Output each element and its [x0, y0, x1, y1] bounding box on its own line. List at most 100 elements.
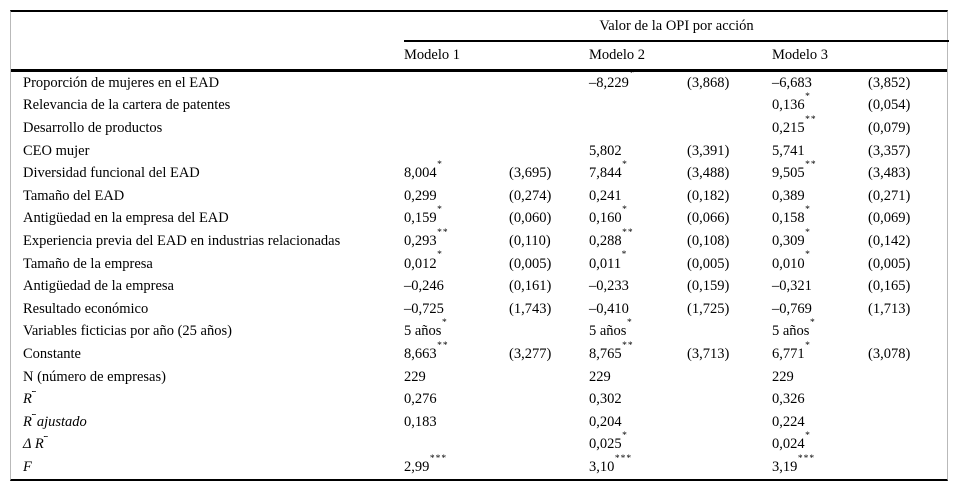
- row-label: Relevancia de la cartera de patentes: [23, 97, 231, 114]
- coef-cell-m3: 6,771*: [772, 340, 811, 362]
- coef-cell-m3: –0,769: [772, 300, 812, 317]
- row-label: Experiencia previa del EAD en industrias…: [23, 232, 341, 249]
- significance-stars: *: [437, 250, 443, 261]
- se-cell-m1: (0,161): [509, 278, 552, 295]
- coef-cell-m1: 5 años*: [404, 318, 448, 340]
- spanner-row: Valor de la OPI por acción: [11, 12, 949, 42]
- regression-table: Valor de la OPI por acción Modelo 1 Model…: [10, 10, 949, 481]
- table-row: Δ R2 0,025* 0,024*: [11, 430, 947, 457]
- se-cell-m2: (3,868): [687, 74, 730, 91]
- coef-cell-m3: –6,683: [772, 74, 812, 91]
- table-row: Desarrollo de productos 0,215** (0,079): [11, 114, 947, 140]
- significance-stars: *: [437, 159, 443, 170]
- se-cell-m1: (0,274): [509, 187, 552, 204]
- se-cell-m1: (3,277): [509, 345, 552, 362]
- coef-cell-m2: 0,204: [589, 413, 622, 430]
- table-row: Tamaño de la empresa 0,012* (0,005) 0,011* (…: [11, 250, 947, 276]
- coef-cell-m2: 229: [589, 368, 611, 385]
- significance-stars: **: [805, 114, 817, 125]
- row-label: R2: [11, 391, 404, 408]
- coef-cell-m1: –0,246: [404, 278, 444, 295]
- significance-stars: *: [622, 205, 628, 216]
- model-header-spacer: [11, 42, 404, 69]
- table-row: Experiencia previa del EAD en industrias…: [11, 227, 947, 253]
- model-header-2: Modelo 2: [589, 47, 645, 63]
- significance-stars: *: [805, 430, 811, 441]
- se-cell-m3: (1,713): [868, 300, 911, 317]
- superscript-2: 2: [32, 414, 37, 418]
- coef-cell-m2: –8,229*: [589, 69, 636, 91]
- row-label: N (número de empresas): [23, 368, 166, 385]
- significance-stars: **: [805, 159, 817, 170]
- coef-cell-m1: 0,299: [404, 187, 437, 204]
- superscript-2: 2: [44, 436, 49, 440]
- significance-stars: *: [621, 250, 628, 261]
- model-header-3: Modelo 3: [772, 47, 828, 63]
- significance-stars: *: [437, 205, 443, 216]
- se-cell-m1: (0,005): [509, 255, 552, 272]
- coef-cell-m3: 0,215**: [772, 114, 817, 136]
- row-label: Proporción de mujeres en el EAD: [23, 74, 220, 91]
- significance-stars: *: [626, 318, 633, 328]
- spanner-spacer: [11, 12, 404, 42]
- coef-cell-m3: 0,158*: [772, 205, 811, 227]
- coef-cell-m1: 0,012*: [404, 250, 443, 272]
- significance-stars: *: [805, 340, 811, 351]
- table-body: Proporción de mujeres en el EAD –8,229* (3…: [11, 69, 947, 479]
- table-row: N (número de empresas) 229 229 229: [11, 366, 947, 389]
- coef-cell-m2: –0,233: [589, 278, 629, 295]
- coef-cell-m1: 0,183: [404, 413, 437, 430]
- coef-cell-m2: 5 años*: [589, 318, 633, 340]
- coef-cell-m3: 0,224: [772, 413, 805, 430]
- table-row: Proporción de mujeres en el EAD –8,229* (3…: [11, 69, 947, 95]
- coef-cell-m3: 0,309*: [772, 227, 811, 249]
- coef-cell-m1: 0,293**: [404, 227, 449, 249]
- significance-stars: **: [622, 227, 634, 238]
- coef-cell-m2: 7,844*: [589, 159, 628, 182]
- significance-stars: ***: [614, 453, 633, 464]
- coef-cell-m2: 0,160*: [589, 205, 628, 227]
- table-row: Tamaño del EAD 0,299 (0,274) 0,241 (0,182) 0,…: [11, 185, 947, 208]
- row-label: Antigüedad de la empresa: [23, 278, 174, 295]
- table-row: F 2,99*** 3,10*** 3,19***: [11, 453, 947, 479]
- coef-cell-m3: 0,326: [772, 391, 805, 408]
- row-label: Tamaño del EAD: [23, 187, 125, 204]
- table-row: Relevancia de la cartera de patentes 0,13…: [11, 92, 947, 118]
- table-row: Constante 8,663** (3,277) 8,765** (3,713) 6,7…: [11, 340, 947, 366]
- significance-stars: **: [622, 340, 634, 351]
- row-label: Constante: [23, 345, 81, 362]
- coef-cell-m1: 229: [404, 368, 426, 385]
- coef-cell-m1: 8,663**: [404, 340, 449, 362]
- table-row: Antigüedad en la empresa del EAD 0,159* (0…: [11, 205, 947, 231]
- row-label: Desarrollo de productos: [23, 119, 163, 136]
- significance-stars: *: [441, 318, 448, 328]
- table-row: Antigüedad de la empresa –0,246 (0,161) –0,…: [11, 275, 947, 298]
- coef-cell-m2: 3,10***: [589, 453, 633, 475]
- row-label: Antigüedad en la empresa del EAD: [23, 210, 229, 227]
- se-cell-m3: (0,054): [868, 97, 911, 114]
- se-cell-m2: (0,005): [687, 255, 730, 272]
- se-cell-m2: (1,725): [687, 300, 730, 317]
- significance-stars: **: [437, 227, 449, 238]
- coef-cell-m3: 229: [772, 368, 794, 385]
- table-row: Resultado económico –0,725 (1,743) –0,410 (1…: [11, 298, 947, 321]
- coef-cell-m3: 0,024*: [772, 430, 811, 453]
- coef-cell-m2: 8,765**: [589, 340, 634, 362]
- row-label: Tamaño de la empresa: [23, 255, 153, 272]
- se-cell-m3: (0,005): [868, 255, 911, 272]
- significance-stars: **: [437, 340, 449, 351]
- row-label: Diversidad funcional del EAD: [23, 165, 200, 182]
- coef-cell-m2: 0,011*: [589, 250, 628, 272]
- table-spanner-title: Valor de la OPI por acción: [404, 12, 949, 42]
- table-row: Diversidad funcional del EAD 8,004* (3,695…: [11, 159, 947, 185]
- se-cell-m3: (0,069): [868, 210, 911, 227]
- coef-cell-m2: 5,802: [589, 142, 622, 159]
- se-cell-m3: (3,357): [868, 142, 911, 159]
- coef-cell-m3: 5,741: [772, 142, 805, 159]
- significance-stars: *: [622, 159, 628, 170]
- se-cell-m3: (0,142): [868, 232, 911, 249]
- significance-stars: ***: [797, 453, 816, 464]
- significance-stars: *: [805, 92, 811, 103]
- coef-cell-m2: 0,302: [589, 391, 622, 408]
- coef-cell-m3: 9,505**: [772, 159, 817, 182]
